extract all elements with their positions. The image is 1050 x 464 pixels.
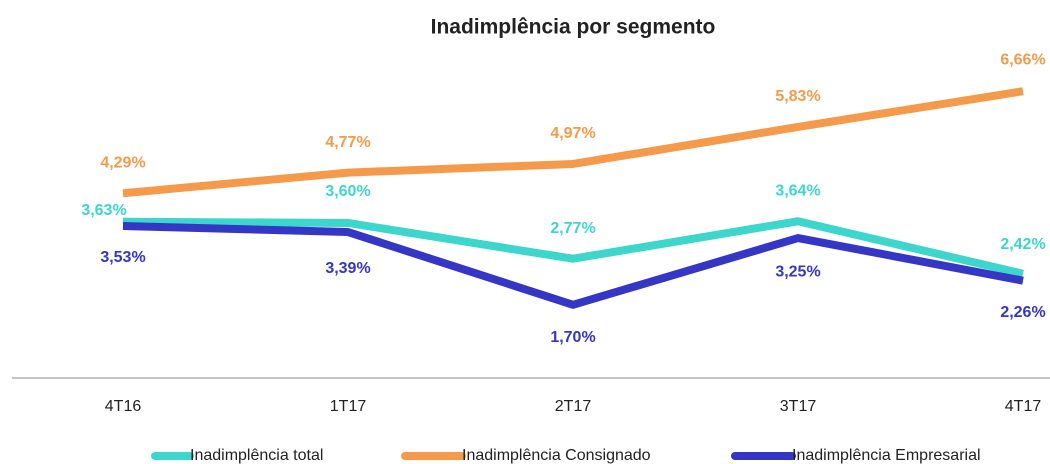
data-label: 3,64% <box>775 182 820 199</box>
data-label: 2,77% <box>550 220 595 237</box>
chart-title: Inadimplência por segmento <box>431 16 716 39</box>
series-line <box>122 87 1024 198</box>
data-label: 6,66% <box>1000 51 1045 68</box>
x-tick-label: 1T17 <box>330 398 367 415</box>
series-line <box>122 221 1024 309</box>
data-label: 3,53% <box>100 249 145 266</box>
x-tick-label: 3T17 <box>780 398 817 415</box>
data-label: 3,39% <box>325 260 370 277</box>
data-label: 4,97% <box>550 125 595 142</box>
data-label: 3,60% <box>325 183 370 200</box>
data-label: 2,26% <box>1000 304 1045 321</box>
data-label: 4,77% <box>325 134 370 151</box>
legend-label: Inadimplência Empresarial <box>792 447 981 464</box>
data-label: 4,29% <box>100 154 145 171</box>
data-label: 3,25% <box>775 263 820 280</box>
data-label: 3,63% <box>81 202 126 219</box>
x-tick-label: 4T17 <box>1005 398 1042 415</box>
legend-label: Inadimplência Consignado <box>462 447 651 464</box>
data-label: 1,70% <box>550 329 595 346</box>
x-tick-label: 2T17 <box>555 398 592 415</box>
data-label: 5,83% <box>775 88 820 105</box>
series-line <box>122 217 1024 278</box>
data-label: 2,42% <box>1000 236 1045 253</box>
legend-label: Inadimplência total <box>190 447 323 464</box>
x-tick-label: 4T16 <box>105 398 142 415</box>
